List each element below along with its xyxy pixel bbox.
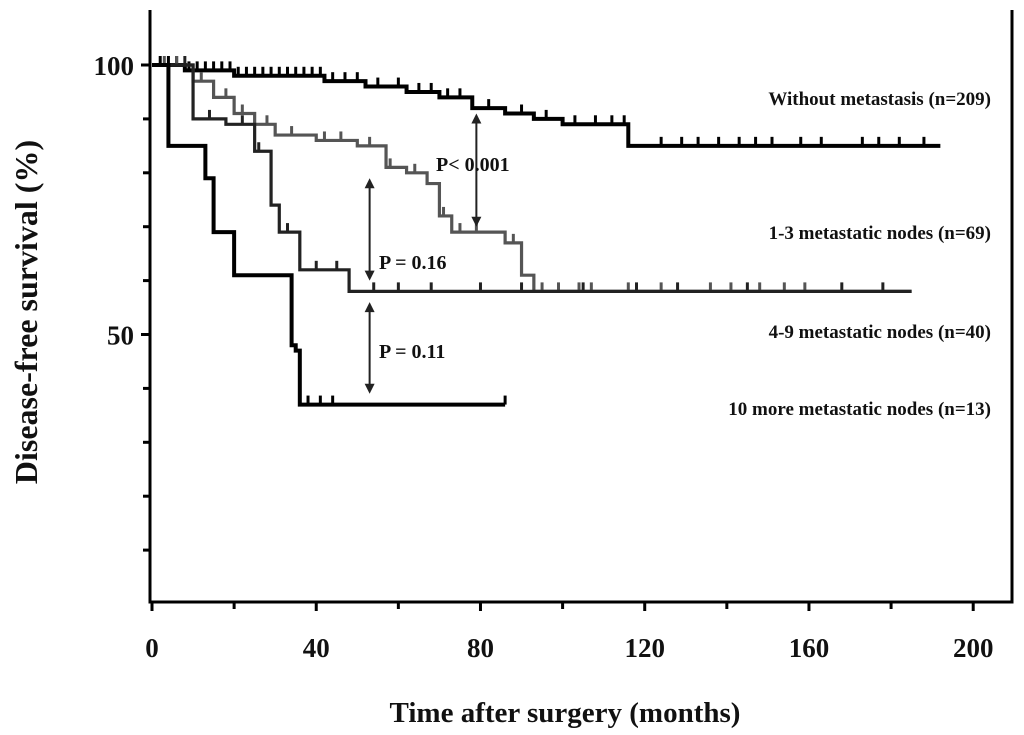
p-value-annotation: [364, 302, 375, 394]
legend-label: 1-3 metastatic nodes (n=69): [769, 223, 991, 244]
legend-label: 10 more metastatic nodes (n=13): [728, 399, 991, 420]
series-10-more-metastatic-nodes: [152, 63, 507, 407]
arrow-head-up: [364, 178, 375, 189]
x-tick-label: 200: [953, 633, 994, 663]
plot-frame: [148, 10, 1014, 604]
p-value-label: P = 0.16: [379, 252, 447, 274]
legend-label: 4-9 metastatic nodes (n=40): [769, 322, 991, 343]
x-tick-label: 120: [624, 633, 665, 663]
series-without-metastasis: [152, 56, 941, 148]
p-value-label: P = 0.11: [379, 341, 445, 363]
arrow-head-down: [364, 270, 375, 281]
survival-curve: [152, 63, 506, 407]
y-tick-label: 100: [94, 51, 135, 81]
x-axis-title: Time after surgery (months): [390, 697, 741, 729]
arrow-head-up: [471, 113, 482, 124]
arrow-head-down: [471, 216, 482, 227]
survival-curve: [152, 63, 941, 148]
survival-curve: [152, 63, 912, 293]
y-tick-label: 50: [107, 321, 134, 351]
x-tick-label: 40: [303, 633, 330, 663]
legend-label: Without metastasis (n=209): [768, 89, 991, 110]
x-tick-label: 0: [145, 633, 159, 663]
x-tick-label: 160: [789, 633, 830, 663]
arrow-head-down: [364, 383, 375, 394]
annotation-layer: P< 0.001 P = 0.16 P = 0.11: [364, 113, 510, 394]
x-tick-label: 80: [467, 633, 494, 663]
p-value-label: P< 0.001: [436, 154, 510, 176]
arrow-head-up: [364, 302, 375, 313]
axes: 0 40 80 120 160 200 50 100: [94, 10, 1014, 663]
p-value-annotation: [471, 113, 482, 227]
series-layer: [152, 56, 941, 407]
p-value-annotation: [364, 178, 375, 281]
legend-layer: Without metastasis (n=209) 1-3 metastatic…: [728, 89, 991, 420]
series-4-9-metastatic-nodes: [152, 56, 912, 293]
y-axis-title: Disease-free survival (%): [8, 140, 44, 484]
